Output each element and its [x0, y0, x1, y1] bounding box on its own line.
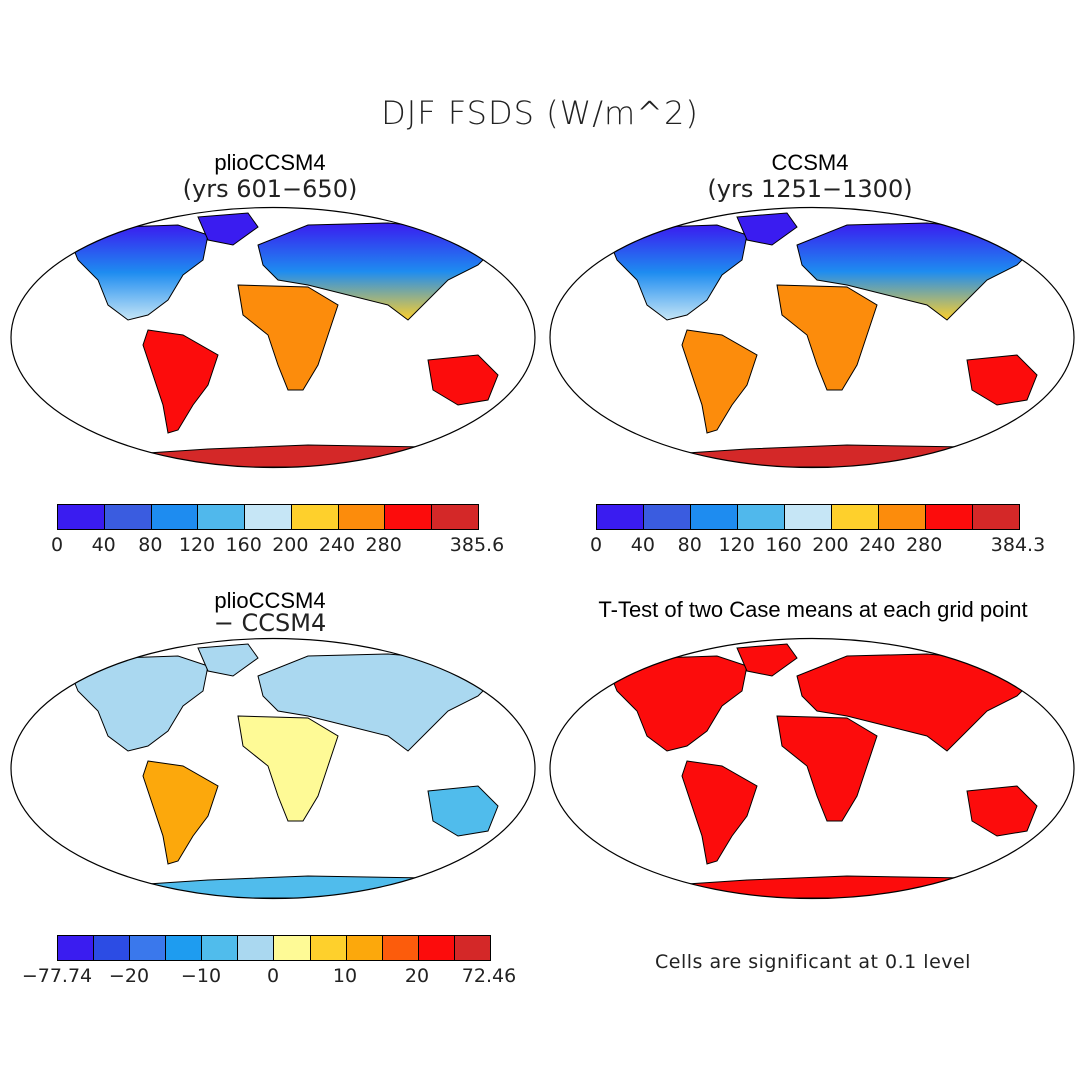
colorbar-tick-label: 0: [50, 534, 64, 556]
colorbar-swatch: [166, 936, 203, 960]
panel-2-subtitle: (yrs 1251−1300): [707, 175, 913, 203]
landmass-africa: [237, 284, 339, 391]
landmass-greenland: [197, 212, 259, 246]
colorbar-swatch: [291, 505, 339, 529]
colorbar-swatch: [245, 505, 292, 529]
colorbar-swatch: [58, 505, 105, 529]
colorbar-swatch: [879, 505, 926, 529]
map-border: [10, 637, 536, 900]
landmass-australia: [427, 354, 499, 406]
colorbar-tick-label: 120: [178, 534, 216, 556]
colorbar-tick-label: 80: [677, 534, 702, 556]
colorbar-swatch: [785, 505, 832, 529]
colorbar-tick-label: 72.46: [461, 965, 517, 987]
landmass-antarctica: [656, 444, 1008, 468]
colorbar-swatch: [382, 936, 419, 960]
colorbar-tick-label: −77.74: [21, 965, 93, 987]
colorbar-swatch: [198, 505, 246, 529]
colorbar-swatch: [644, 505, 691, 529]
map-border: [549, 637, 1075, 900]
landmass-greenland: [736, 643, 798, 677]
colorbar-swatch: [597, 505, 644, 529]
landmass-namerica: [606, 655, 748, 752]
colorbar-swatch: [94, 936, 131, 960]
colorbar-swatch: [432, 505, 479, 529]
colorbar-swatch: [130, 936, 167, 960]
figure-title: DJF FSDS (W/m^2): [381, 94, 699, 132]
colorbar-swatch: [346, 936, 383, 960]
colorbar-swatch: [338, 505, 386, 529]
colorbar-tick-label: 10: [332, 965, 358, 987]
panel-1-subtitle: (yrs 601−650): [182, 175, 358, 203]
panel-1-map: [10, 206, 536, 469]
colorbar-swatch: [832, 505, 879, 529]
colorbar-tick-label: 20: [404, 965, 430, 987]
panel-3-map: [10, 637, 536, 900]
colorbar-tick-label: 385.6: [449, 534, 505, 556]
panel-2-colorbar: [596, 504, 1020, 530]
panel-1-colorbar: [57, 504, 479, 530]
colorbar-tick-label: 240: [859, 534, 896, 556]
landmass-samerica: [142, 760, 219, 865]
colorbar-swatch: [973, 505, 1019, 529]
landmass-africa: [776, 284, 878, 391]
colorbar-swatch: [310, 936, 347, 960]
panel-4-title: T-Test of two Case means at each grid po…: [598, 597, 1028, 622]
colorbar-swatch: [58, 936, 95, 960]
panel-4-note: Cells are significant at 0.1 level: [655, 951, 971, 973]
colorbar-swatch: [274, 936, 311, 960]
colorbar-swatch: [926, 505, 973, 529]
colorbar-tick-label: 80: [138, 534, 163, 556]
colorbar-tick-label: −20: [108, 965, 150, 987]
colorbar-tick-label: 120: [718, 534, 755, 556]
landmass-australia: [966, 354, 1038, 406]
colorbar-swatch: [691, 505, 738, 529]
panel-3-title: plioCCSM4: [214, 588, 326, 613]
colorbar-swatch: [418, 936, 455, 960]
colorbar-tick-label: −10: [180, 965, 222, 987]
landmass-samerica: [681, 329, 758, 434]
colorbar-tick-label: 0: [266, 965, 280, 987]
landmass-africa: [237, 715, 339, 822]
landmass-namerica: [67, 655, 209, 752]
landmass-antarctica: [117, 875, 469, 899]
colorbar-swatch: [104, 505, 152, 529]
landmass-samerica: [142, 329, 219, 434]
landmass-namerica: [67, 224, 209, 321]
colorbar-tick-label: 240: [318, 534, 356, 556]
colorbar-tick-label: 40: [91, 534, 116, 556]
panel-3-subtitle: − CCSM4: [213, 609, 327, 637]
panel-1-title: plioCCSM4: [214, 150, 326, 175]
landmass-greenland: [736, 212, 798, 246]
landmass-greenland: [197, 643, 259, 677]
colorbar-tick-label: 384.3: [990, 534, 1046, 556]
landmass-namerica: [606, 224, 748, 321]
landmass-australia: [966, 785, 1038, 837]
colorbar-swatch: [385, 505, 433, 529]
landmass-africa: [776, 715, 878, 822]
landmass-antarctica: [656, 875, 1008, 899]
colorbar-swatch: [202, 936, 239, 960]
colorbar-tick-label: 280: [906, 534, 943, 556]
panel-4-map: [549, 637, 1075, 900]
colorbar-tick-label: 200: [272, 534, 309, 556]
map-border: [10, 206, 536, 469]
colorbar-tick-label: 0: [589, 534, 603, 556]
panel-3-colorbar: [57, 935, 491, 961]
colorbar-tick-label: 160: [765, 534, 802, 556]
colorbar-tick-label: 200: [812, 534, 849, 556]
panel-2-map: [549, 206, 1075, 469]
colorbar-swatch: [454, 936, 490, 960]
map-border: [549, 206, 1075, 469]
colorbar-swatch: [238, 936, 275, 960]
panel-2-title: CCSM4: [771, 150, 849, 175]
colorbar-swatch: [738, 505, 785, 529]
colorbar-tick-label: 280: [365, 534, 402, 556]
landmass-antarctica: [117, 444, 469, 468]
colorbar-tick-label: 160: [225, 534, 262, 556]
colorbar-tick-label: 40: [630, 534, 655, 556]
landmass-samerica: [681, 760, 758, 865]
colorbar-swatch: [151, 505, 199, 529]
landmass-australia: [427, 785, 499, 837]
